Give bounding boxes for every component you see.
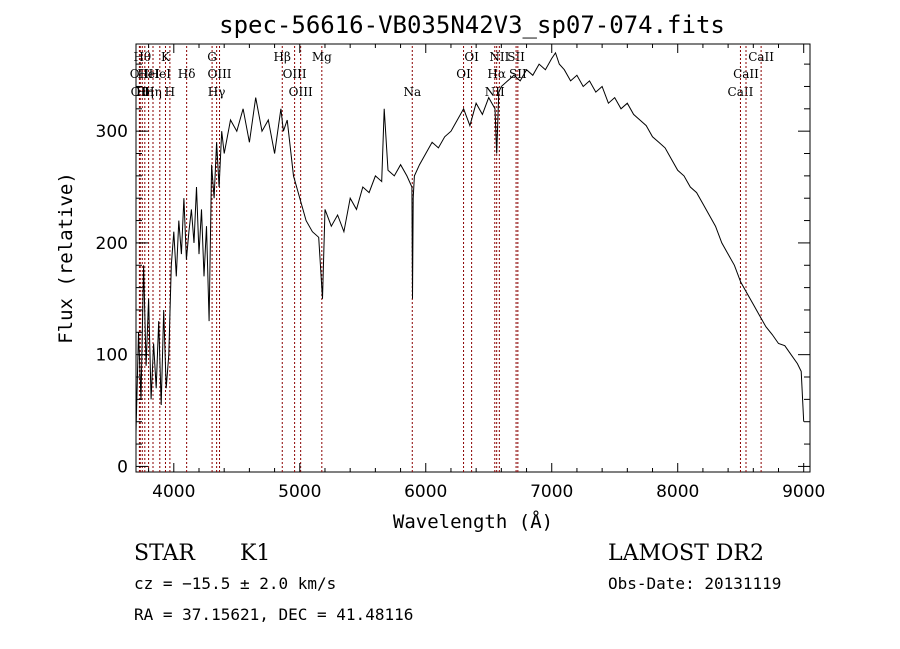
line-marker-label: OIII xyxy=(289,85,313,99)
star-subclass: K1 xyxy=(240,541,270,566)
line-marker-label: Hη xyxy=(144,85,162,99)
line-marker-label: Na xyxy=(403,85,421,99)
y-tick-label: 0 xyxy=(117,457,128,477)
x-axis-label: Wavelength (Å) xyxy=(393,510,553,533)
plot-frame xyxy=(135,43,811,473)
obs-date: Obs-Date: 20131119 xyxy=(608,574,781,593)
line-marker-label: HeI xyxy=(149,67,172,81)
line-marker-label: Hγ xyxy=(208,85,226,99)
x-tick-label: 8000 xyxy=(656,482,699,502)
coordinates: RA = 37.15621, DEC = 41.48116 xyxy=(134,605,413,624)
y-tick-label: 300 xyxy=(96,122,128,142)
x-tick-label: 9000 xyxy=(782,482,825,502)
x-tick-label: 7000 xyxy=(530,482,573,502)
line-marker-label: Hδ xyxy=(178,67,196,81)
line-markers: OIIOIIHθHηHeIHηHeIKHHδGHγOIIIHβOIIIOIIIM… xyxy=(130,46,774,472)
line-marker-label: K xyxy=(161,50,171,64)
x-tick-label: 6000 xyxy=(404,482,447,502)
line-marker-label: OI xyxy=(456,67,471,81)
line-marker-label: CaII xyxy=(733,67,759,81)
redshift-cz: cz = −15.5 ± 2.0 km/s xyxy=(134,574,336,593)
survey-name: LAMOST DR2 xyxy=(608,541,764,566)
line-marker-label: G xyxy=(207,50,217,64)
line-marker-label: Hα xyxy=(487,67,506,81)
line-marker-label: NII xyxy=(489,50,509,64)
y-axis-label: Flux (relative) xyxy=(55,172,77,344)
line-marker-label: Hη xyxy=(136,85,154,99)
chart-title: spec-56616-VB035N42V3_sp07-074.fits xyxy=(219,11,725,39)
line-marker-label: Mg xyxy=(312,50,332,64)
axis-ticks: 4000 5000 6000 7000 8000 9000 0 100 200 300 xyxy=(96,44,825,502)
line-marker-label: HeI xyxy=(137,67,160,81)
line-marker-label: NII xyxy=(485,85,505,99)
x-tick-label: 4000 xyxy=(152,482,195,502)
line-marker-label: OI xyxy=(464,50,479,64)
star-class: STAR xyxy=(134,541,196,566)
line-marker-label: CaII xyxy=(728,85,754,99)
x-tick-label: 5000 xyxy=(278,482,321,502)
line-marker-label: OIII xyxy=(283,67,307,81)
flux-series-line xyxy=(135,51,805,433)
y-tick-label: 200 xyxy=(96,234,128,254)
line-marker-label: SII xyxy=(507,50,525,64)
line-marker-label: Hβ xyxy=(274,50,291,64)
line-marker-label: H xyxy=(165,85,175,99)
line-marker-label: Hθ xyxy=(133,50,151,64)
line-marker-label: CaII xyxy=(748,50,774,64)
line-marker-label: OIII xyxy=(207,67,231,81)
y-tick-label: 100 xyxy=(96,346,128,366)
